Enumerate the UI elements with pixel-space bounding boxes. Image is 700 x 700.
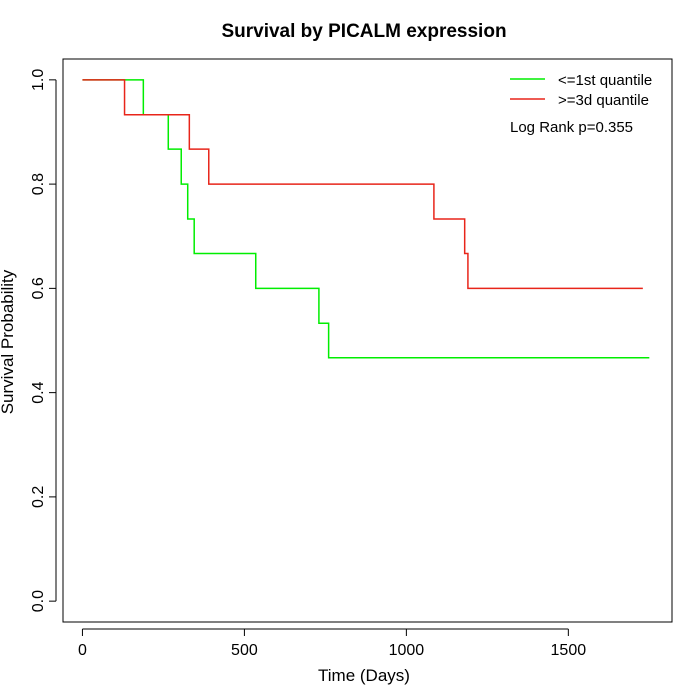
y-axis-label: Survival Probability: [0, 269, 17, 414]
y-tick-label: 0.8: [30, 173, 47, 195]
x-tick-label: 500: [231, 642, 258, 659]
legend-label-series-2: >=3d quantile: [558, 92, 649, 109]
legend-label-series-1: <=1st quantile: [558, 72, 652, 89]
x-tick-label: 0: [78, 642, 87, 659]
y-tick-label: 0.6: [30, 277, 47, 299]
x-axis: 0 500 1000 1500: [78, 628, 587, 659]
chart-title: Survival by PICALM expression: [221, 21, 506, 42]
series-line-2: [82, 79, 643, 290]
legend: <=1st quantile >=3d quantile: [510, 72, 652, 109]
x-tick-label: 1500: [551, 642, 587, 659]
series-layer: [82, 79, 650, 359]
y-tick-label: 0.2: [30, 486, 47, 508]
plot-frame: [62, 58, 673, 623]
x-tick-label: 1000: [389, 642, 425, 659]
x-axis-label: Time (Days): [318, 666, 410, 685]
y-axis: 0.0 0.2 0.4 0.6 0.8 1.0: [30, 69, 57, 612]
y-tick-label: 0.0: [30, 590, 47, 612]
y-tick-label: 0.4: [30, 381, 47, 403]
y-tick-label: 1.0: [30, 69, 47, 91]
log-rank-annotation: Log Rank p=0.355: [510, 119, 633, 136]
